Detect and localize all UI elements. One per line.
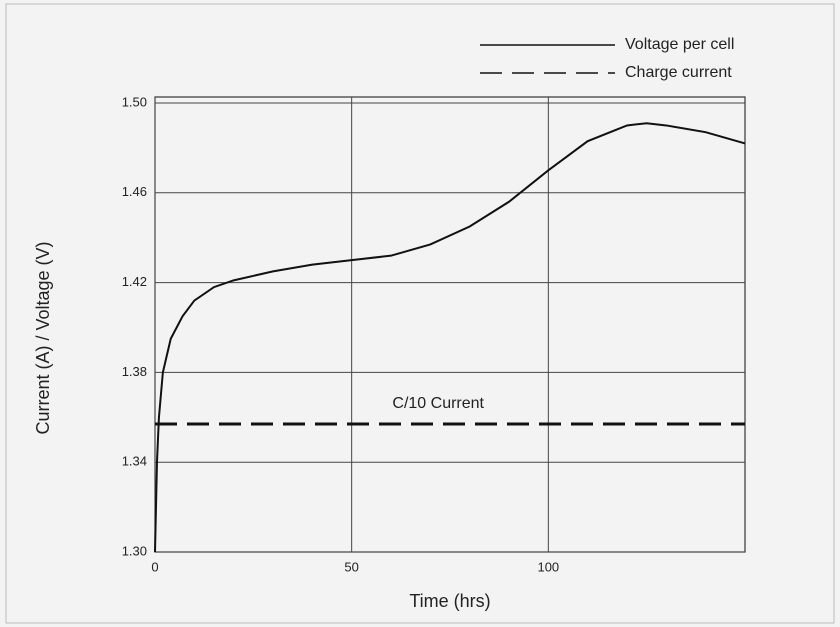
y-tick-label: 1.34 [122,454,147,469]
y-tick-label: 1.42 [122,274,147,289]
y-tick-label: 1.30 [122,543,147,558]
y-tick-label: 1.38 [122,364,147,379]
y-tick-label: 1.46 [122,184,147,199]
y-tick-label: 1.50 [122,94,147,109]
legend-label: Charge current [625,64,732,81]
legend-label: Voltage per cell [625,36,734,53]
y-axis-title: Current (A) / Voltage (V) [33,241,53,434]
x-tick-label: 50 [344,559,358,574]
annotation: C/10 Current [392,395,484,412]
series-line [154,122,746,553]
frame [5,3,835,624]
x-tick-label: 100 [537,559,559,574]
x-tick-label: 0 [151,559,158,574]
x-axis-title: Time (hrs) [409,591,490,611]
